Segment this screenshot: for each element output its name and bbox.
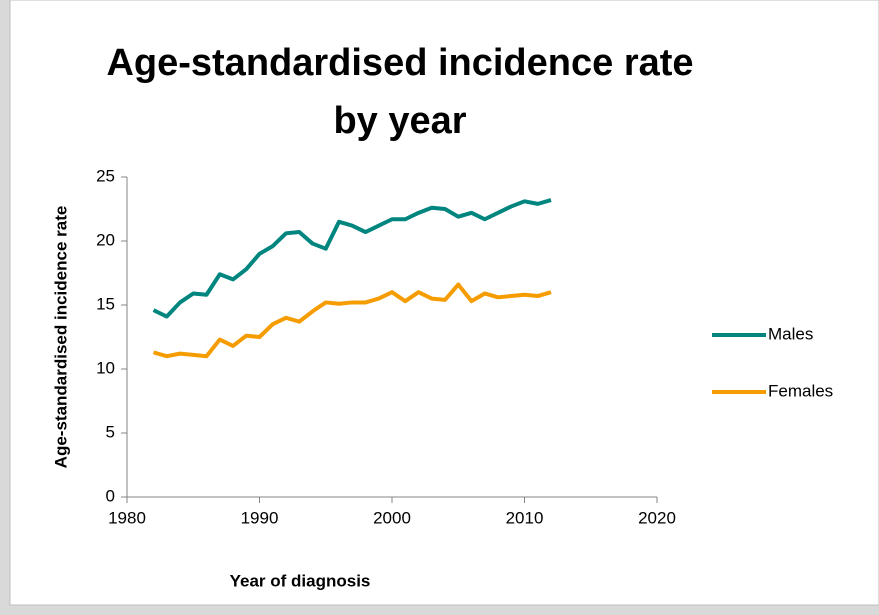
y-tick-label: 25 (96, 166, 115, 185)
y-tick-label: 10 (96, 358, 115, 377)
y-axis-title: Age-standardised incidence rate (51, 206, 70, 469)
chart-area (9, 0, 879, 606)
x-tick-label: 2000 (373, 508, 411, 527)
y-tick-label: 0 (106, 486, 115, 505)
x-tick-label: 2010 (506, 508, 544, 527)
x-tick-label: 1990 (241, 508, 279, 527)
chart-title: Age-standardised incidence rate by year (106, 42, 694, 142)
series-line (152, 282, 552, 359)
y-tick-label: 5 (106, 422, 115, 441)
series-line (152, 198, 552, 319)
legend-label: Males (768, 324, 813, 343)
y-tick-label: 15 (96, 294, 115, 313)
y-tick-label: 20 (96, 230, 115, 249)
x-tick-label: 2020 (638, 508, 676, 527)
legend-label: Females (768, 381, 833, 400)
x-tick-label: 1980 (108, 508, 146, 527)
x-axis-title: Year of diagnosis (230, 571, 371, 590)
